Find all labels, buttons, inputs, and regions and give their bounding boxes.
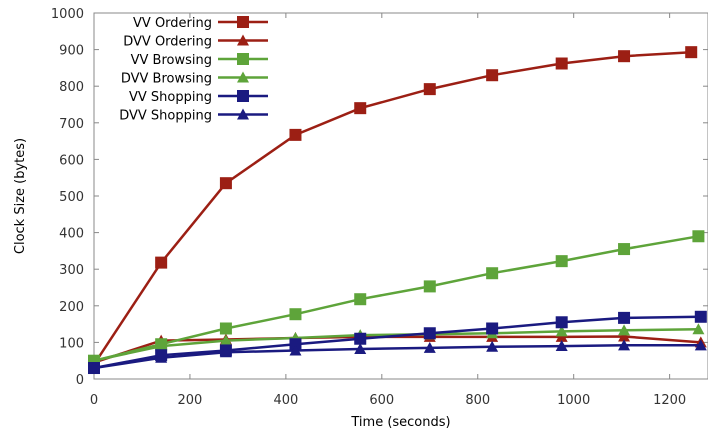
data-point bbox=[219, 346, 232, 358]
legend-label: VV Ordering bbox=[133, 16, 212, 31]
y-tick-label: 700 bbox=[59, 117, 84, 132]
legend-label: VV Shopping bbox=[129, 90, 212, 105]
data-point bbox=[423, 327, 436, 340]
y-tick-label: 900 bbox=[59, 44, 84, 59]
y-tick-label: 800 bbox=[59, 80, 84, 95]
series-layer bbox=[88, 46, 707, 375]
y-tick-label: 0 bbox=[76, 373, 84, 388]
legend-label: DVV Shopping bbox=[119, 109, 212, 124]
data-point bbox=[219, 322, 232, 335]
series-vv-browsing bbox=[88, 230, 705, 367]
series-line bbox=[93, 235, 699, 362]
legend-marker bbox=[237, 108, 249, 120]
data-point bbox=[155, 340, 168, 352]
legend-item: VV Shopping bbox=[129, 90, 268, 105]
series-line bbox=[93, 315, 701, 370]
y-tick-label: 1000 bbox=[51, 7, 84, 22]
data-point bbox=[423, 341, 436, 353]
legend-label: DVV Ordering bbox=[123, 35, 212, 50]
legend-item: VV Browsing bbox=[131, 53, 268, 68]
data-point bbox=[618, 311, 631, 324]
y-tick-label: 300 bbox=[59, 263, 84, 278]
legend-item: VV Ordering bbox=[133, 16, 268, 31]
data-point bbox=[289, 344, 302, 356]
data-point bbox=[289, 338, 302, 351]
plot-axes: 0 100 200 300 400 500 600 700 800 900 1000 0 200 400 6… bbox=[51, 7, 708, 408]
data-point bbox=[354, 332, 367, 345]
data-point bbox=[618, 324, 631, 336]
data-point bbox=[155, 351, 168, 363]
data-point bbox=[555, 57, 568, 70]
series-line bbox=[92, 50, 692, 366]
series-line bbox=[93, 327, 699, 362]
data-point bbox=[354, 102, 367, 115]
x-axis-title: Time (seconds) bbox=[350, 415, 450, 430]
data-point bbox=[694, 339, 707, 351]
x-tick-label: 1000 bbox=[557, 393, 590, 408]
x-tick-label: 0 bbox=[90, 393, 98, 408]
legend: VV Ordering DVV Ordering VV Browsing DVV Br… bbox=[119, 16, 268, 124]
series-dvv-shopping bbox=[88, 339, 707, 374]
legend-label: DVV Browsing bbox=[121, 72, 212, 87]
legend-marker bbox=[237, 90, 249, 102]
data-point bbox=[354, 342, 367, 354]
data-point bbox=[486, 322, 499, 335]
x-tick-label: 800 bbox=[465, 393, 490, 408]
series-vv-ordering bbox=[88, 46, 698, 371]
data-point bbox=[289, 308, 302, 321]
data-point bbox=[555, 316, 568, 329]
y-tick-label: 600 bbox=[59, 153, 84, 168]
data-point bbox=[694, 310, 707, 323]
data-point bbox=[219, 334, 232, 346]
legend-item: DVV Shopping bbox=[119, 108, 268, 124]
y-tick-label: 100 bbox=[59, 336, 84, 351]
data-point bbox=[618, 339, 631, 351]
y-tick-label: 200 bbox=[59, 300, 84, 315]
data-point bbox=[555, 255, 568, 268]
data-point bbox=[289, 128, 302, 141]
data-point bbox=[486, 69, 499, 82]
data-point bbox=[555, 340, 568, 352]
y-axis-title: Clock Size (bytes) bbox=[13, 138, 28, 254]
legend-item: DVV Ordering bbox=[123, 34, 268, 50]
data-point bbox=[555, 325, 568, 337]
data-point bbox=[692, 230, 705, 243]
data-point bbox=[618, 243, 631, 256]
legend-marker bbox=[237, 16, 249, 28]
x-tick-label: 600 bbox=[369, 393, 394, 408]
y-tick-label: 500 bbox=[59, 190, 84, 205]
legend-marker bbox=[237, 71, 249, 83]
data-point bbox=[423, 83, 436, 96]
data-point bbox=[685, 46, 698, 59]
legend-marker bbox=[237, 34, 249, 46]
data-point bbox=[155, 256, 168, 269]
series-vv-shopping bbox=[88, 310, 707, 375]
legend-marker bbox=[237, 53, 249, 65]
data-point bbox=[692, 323, 705, 335]
data-point bbox=[486, 340, 499, 352]
y-tick-label: 400 bbox=[59, 227, 84, 242]
data-point bbox=[618, 330, 631, 342]
data-point bbox=[423, 280, 436, 293]
data-point bbox=[486, 267, 499, 280]
x-tick-label: 200 bbox=[178, 393, 203, 408]
data-point bbox=[354, 293, 367, 306]
legend-label: VV Browsing bbox=[131, 53, 212, 68]
series-line bbox=[93, 344, 701, 370]
x-tick-label: 1200 bbox=[653, 393, 686, 408]
data-point bbox=[219, 177, 232, 190]
data-point bbox=[618, 50, 631, 63]
legend-item: DVV Browsing bbox=[121, 71, 268, 87]
x-tick-label: 400 bbox=[273, 393, 298, 408]
data-point bbox=[88, 362, 100, 374]
